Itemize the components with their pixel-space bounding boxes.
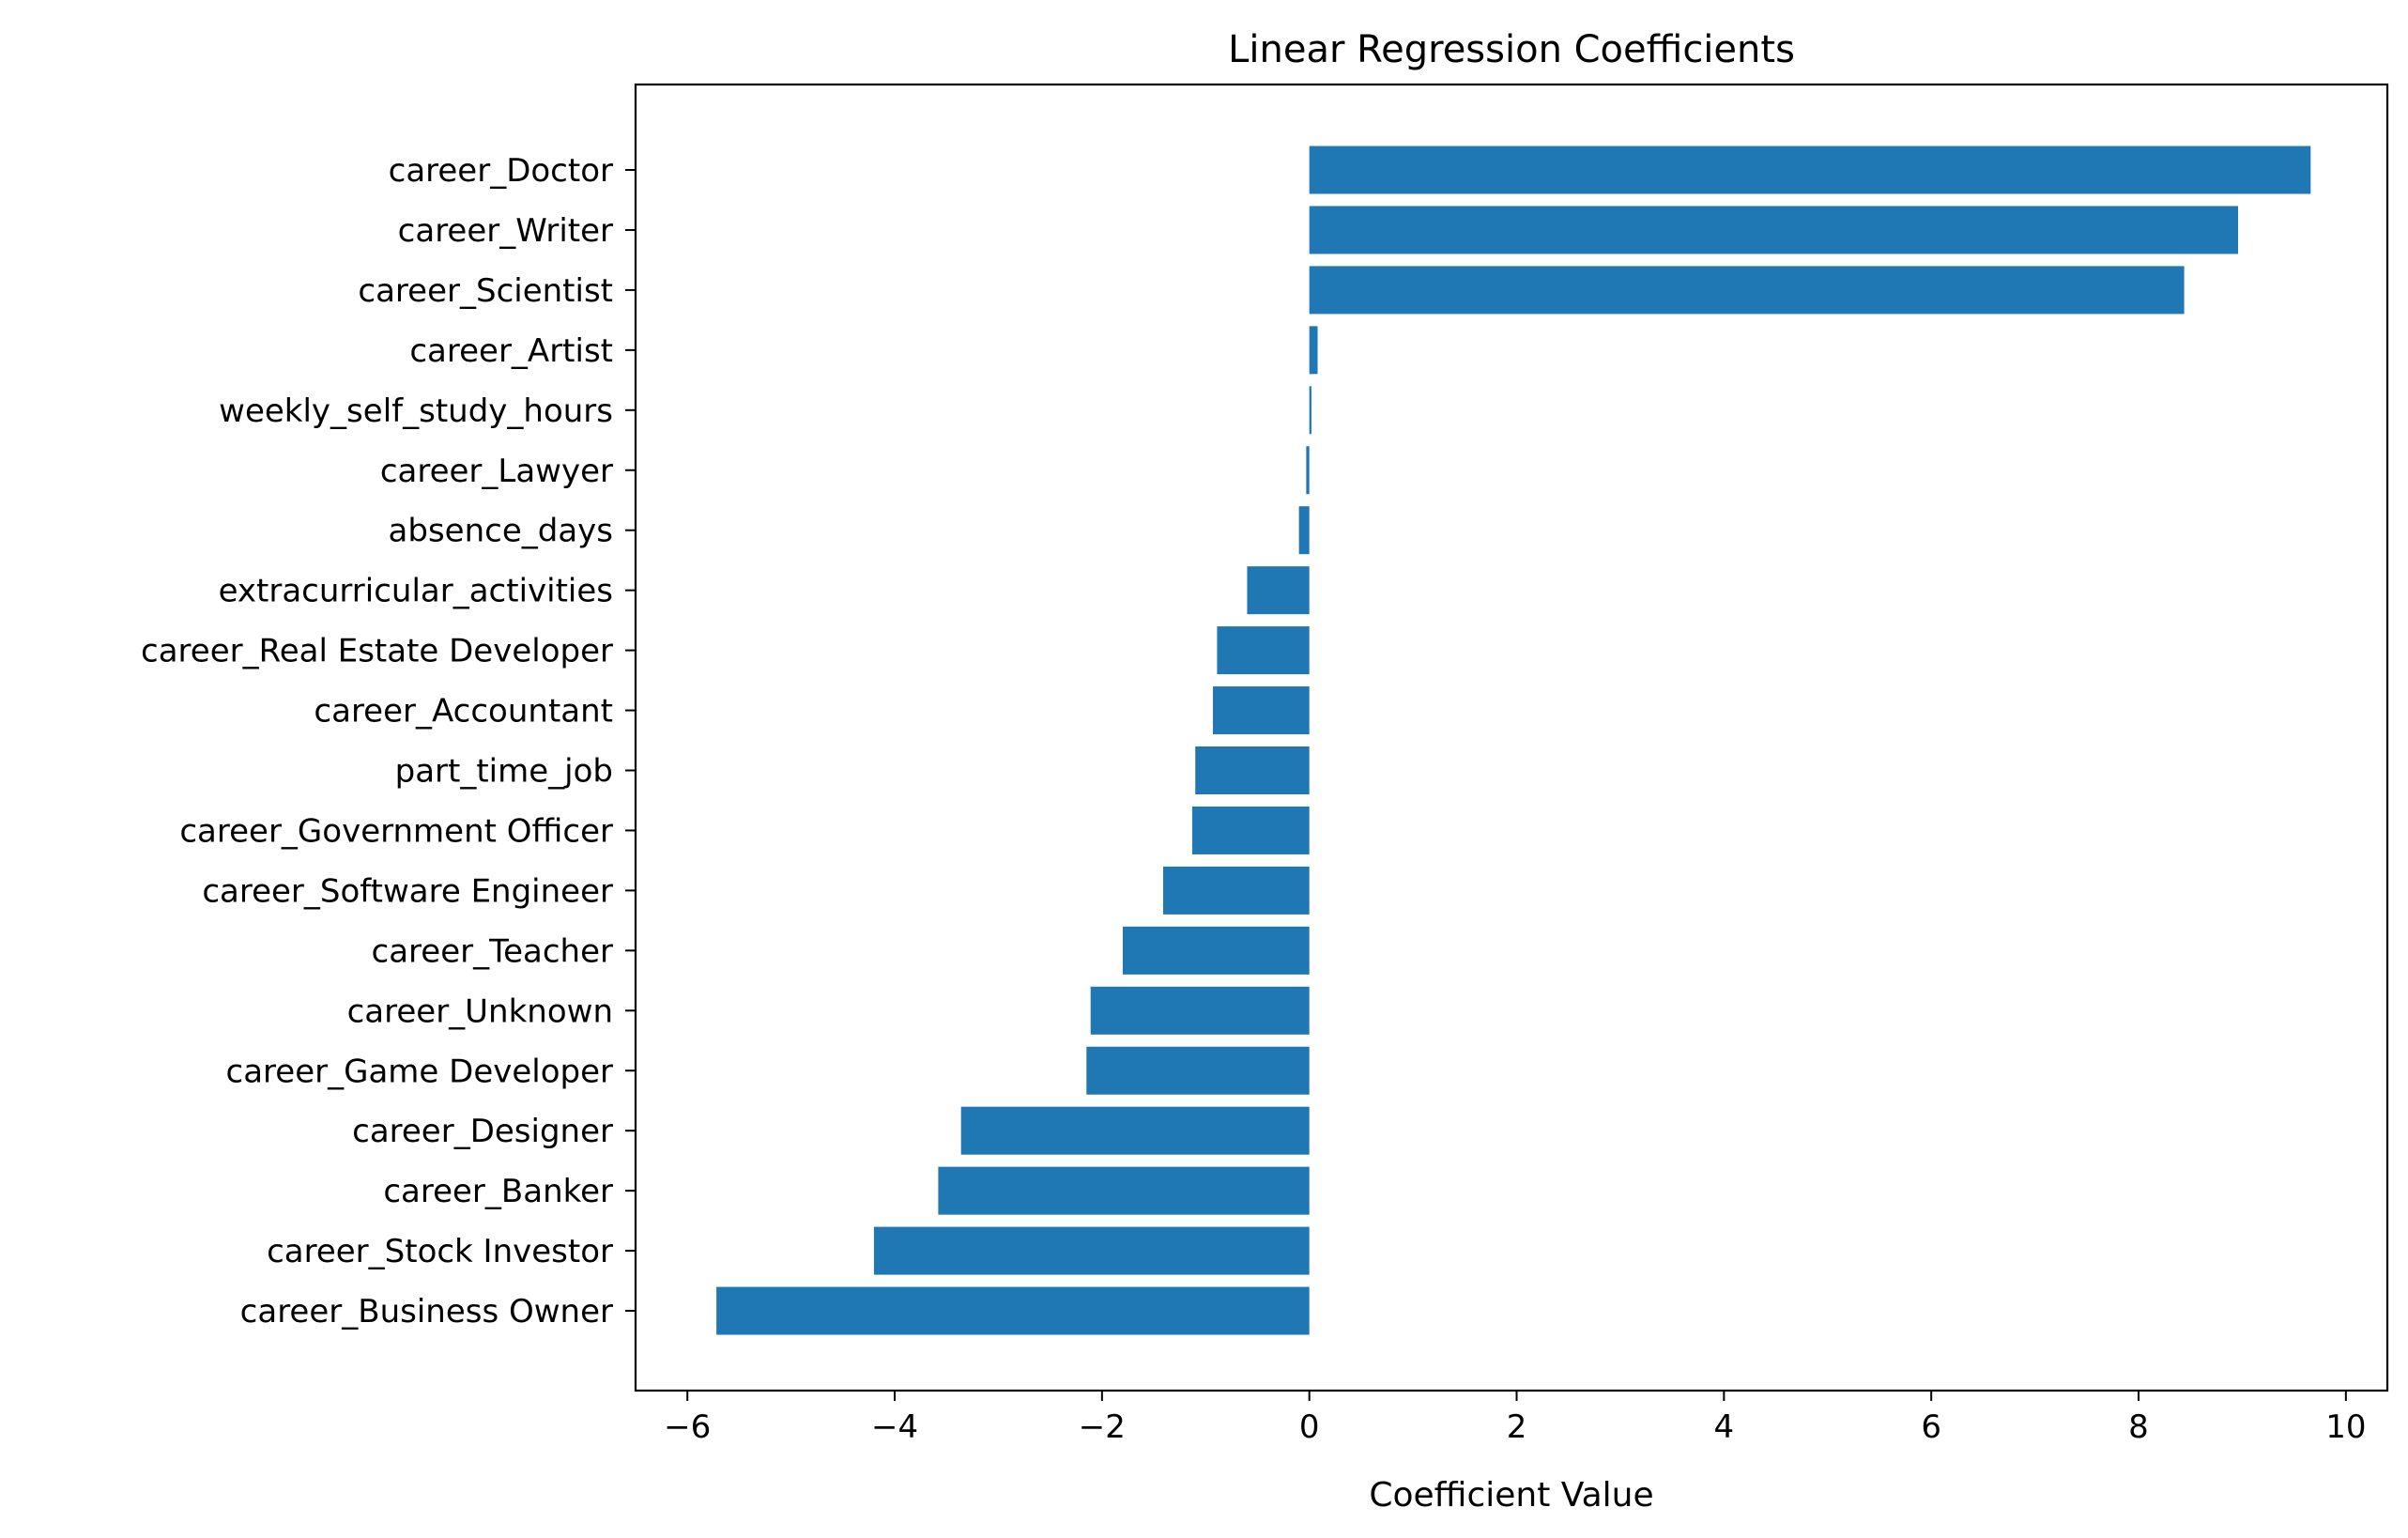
x-tick-label: −6: [664, 1408, 711, 1446]
y-tick-label: career_Writer: [398, 212, 613, 250]
y-tick-label: absence_days: [389, 513, 613, 550]
y-tick-label: career_Accountant: [314, 693, 613, 731]
y-tick-label: career_Real Estate Developer: [141, 633, 613, 670]
bar-6: [1298, 506, 1310, 555]
x-axis: −6 −4 −2 0 2 4 6 8 10: [664, 1391, 2366, 1446]
y-tick-label: weekly_self_study_hours: [219, 392, 613, 430]
y-tick-label: career_Banker: [383, 1173, 613, 1210]
bar-12: [1163, 866, 1310, 915]
bar-8: [1217, 626, 1310, 675]
y-tick-label: career_Business Owner: [240, 1293, 613, 1330]
y-tick-label: career_Scientist: [358, 272, 613, 310]
bar-9: [1213, 686, 1310, 735]
x-tick-label: 4: [1714, 1408, 1735, 1446]
y-tick-label: career_Lawyer: [380, 453, 613, 490]
y-tick-label: career_Game Developer: [226, 1053, 613, 1090]
y-tick-label: career_Government Officer: [179, 812, 613, 850]
bar-11: [1191, 806, 1310, 854]
chart-title: Linear Regression Coefficients: [1228, 28, 1795, 71]
y-tick-label: career_Artist: [409, 332, 613, 370]
bar-4: [1309, 386, 1311, 435]
bar-3: [1309, 326, 1318, 375]
y-axis: career_Doctor career_Writer career_Scienti…: [141, 152, 636, 1330]
bar-14: [1090, 986, 1310, 1035]
bars-group: [716, 146, 2311, 1335]
bar-15: [1086, 1046, 1310, 1095]
y-tick-label: career_Stock Investor: [267, 1233, 613, 1270]
bar-2: [1309, 266, 2185, 315]
bar-10: [1195, 746, 1310, 794]
y-tick-label: extracurricular_activities: [219, 573, 613, 610]
y-tick-label: career_Designer: [352, 1113, 613, 1150]
y-tick-label: career_Software Engineer: [202, 872, 613, 910]
y-tick-label: career_Teacher: [372, 932, 613, 970]
x-tick-label: 8: [2128, 1408, 2149, 1446]
x-tick-label: 2: [1507, 1408, 1527, 1446]
x-tick-label: 6: [1921, 1408, 1941, 1446]
bar-7: [1247, 566, 1310, 615]
x-axis-label: Coefficient Value: [1369, 1476, 1653, 1515]
bar-17: [938, 1166, 1310, 1215]
x-tick-label: 10: [2325, 1408, 2366, 1446]
y-tick-label: career_Unknown: [347, 992, 613, 1030]
x-tick-label: 0: [1299, 1408, 1320, 1446]
x-tick-label: −2: [1079, 1408, 1126, 1446]
bar-5: [1306, 446, 1310, 495]
bar-19: [716, 1286, 1310, 1335]
y-tick-label: career_Doctor: [389, 152, 613, 190]
bar-18: [873, 1226, 1310, 1275]
bar-0: [1309, 146, 2311, 194]
bar-1: [1309, 206, 2239, 254]
bar-16: [960, 1106, 1310, 1155]
y-tick-label: part_time_job: [395, 753, 613, 791]
plot-frame: [634, 83, 2389, 1392]
x-tick-label: −4: [871, 1408, 918, 1446]
bar-13: [1122, 926, 1310, 975]
